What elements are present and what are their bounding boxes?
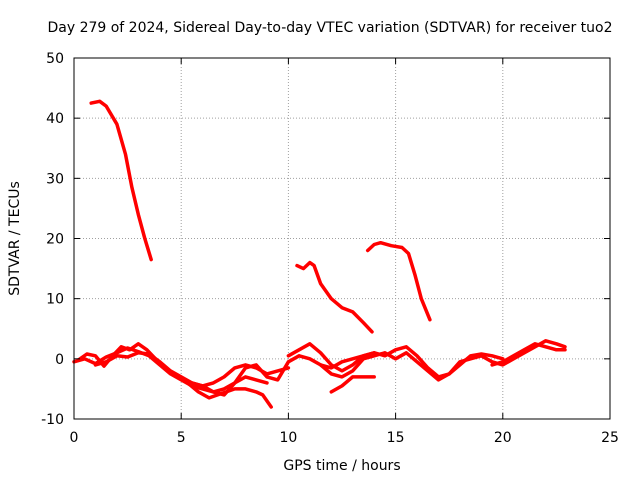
series-line-arc-10: [329, 375, 376, 394]
series-line-arc-1: [89, 99, 153, 262]
x-tick-label: 10: [279, 430, 297, 446]
y-axis-label: SDTVAR / TECUs: [7, 181, 23, 296]
series-layer: [72, 99, 567, 409]
series-line-arc-2: [295, 260, 374, 334]
y-tick-label: -10: [41, 412, 64, 428]
series-line-arc-9: [318, 339, 567, 382]
chart-title: Day 279 of 2024, Sidereal Day-to-day VTE…: [47, 20, 612, 36]
x-axis-label: GPS time / hours: [283, 458, 400, 474]
grid-layer: [74, 58, 610, 419]
y-tick-label: 30: [46, 171, 64, 187]
x-tick-label: 20: [494, 430, 512, 446]
y-tick-label: 10: [46, 292, 64, 308]
x-tick-label: 15: [387, 430, 405, 446]
series-line-arc-3: [365, 240, 432, 322]
y-tick-label: 0: [55, 352, 64, 368]
tick-layer: 0 5 10 15 20 25 -10 0 10 20 30 40 50: [41, 51, 619, 446]
y-tick-label: 20: [46, 232, 64, 248]
x-tick-label: 5: [177, 430, 186, 446]
series-line-arc-7: [190, 351, 376, 397]
y-tick-label: 50: [46, 51, 64, 67]
series-line-arc-11: [490, 342, 567, 367]
x-tick-label: 0: [70, 430, 79, 446]
y-tick-label: 40: [46, 111, 64, 127]
x-tick-label: 25: [601, 430, 619, 446]
